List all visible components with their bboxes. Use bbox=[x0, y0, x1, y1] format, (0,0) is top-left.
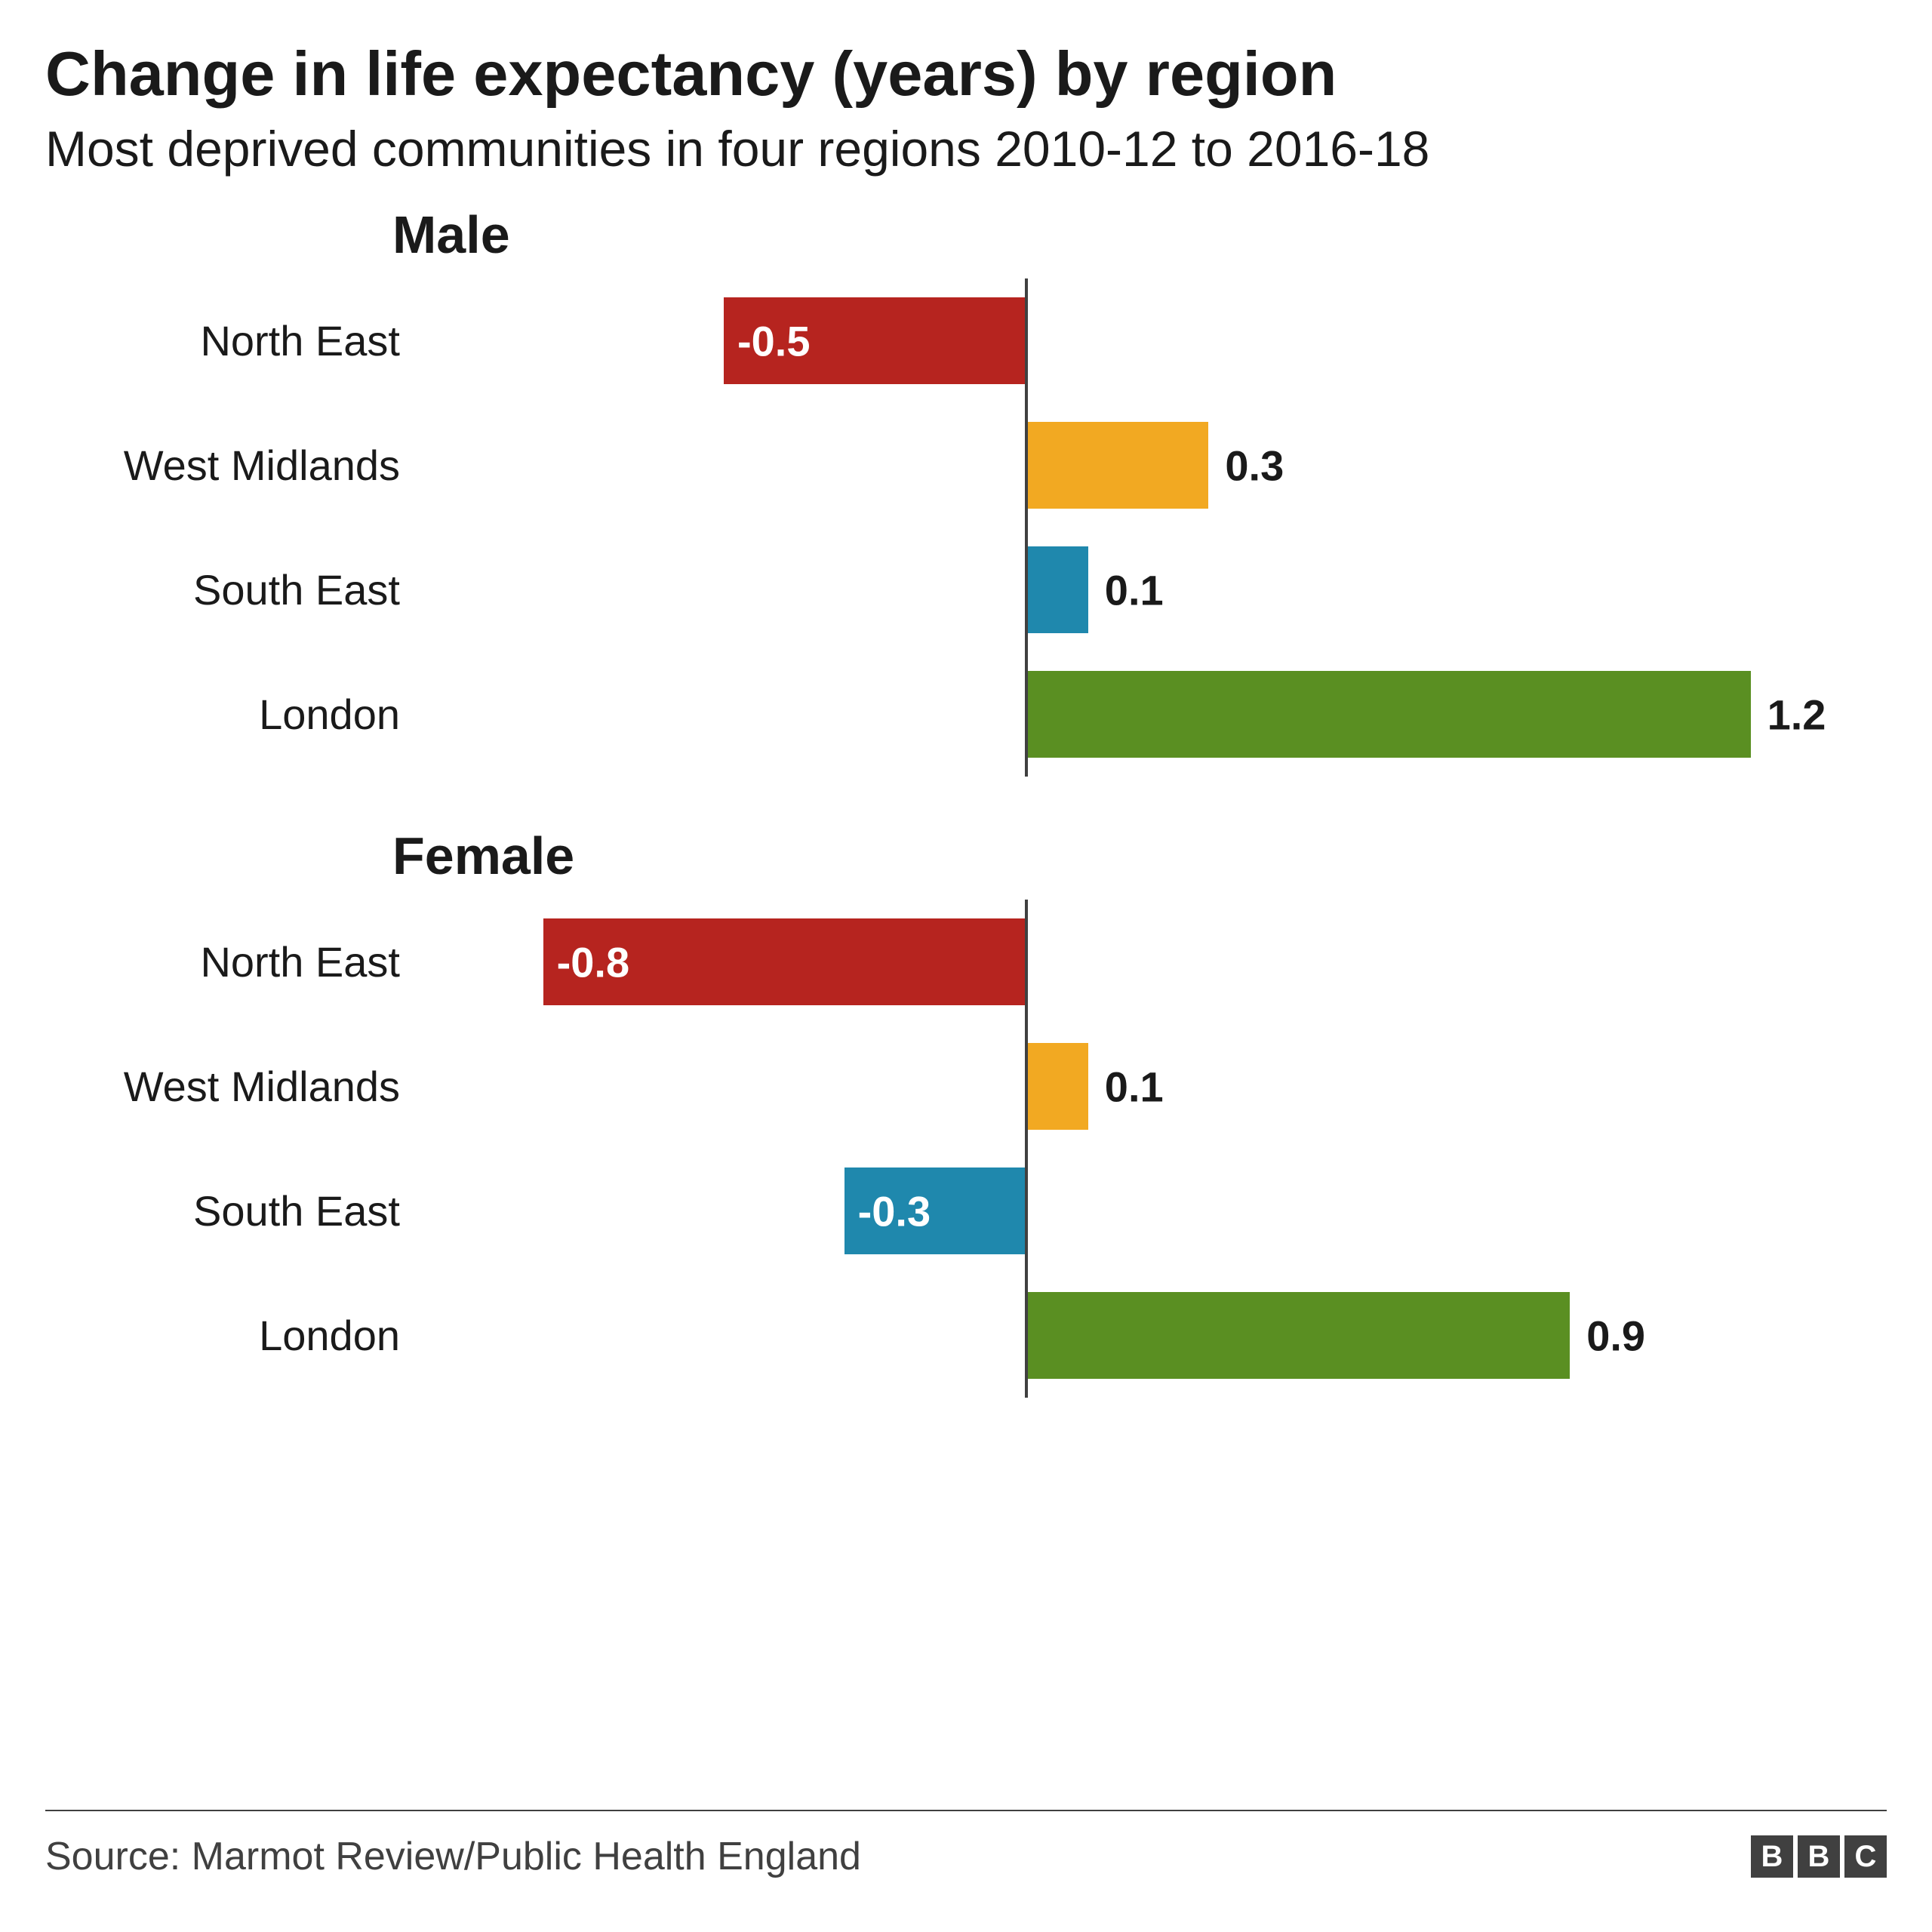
page-subtitle: Most deprived communities in four region… bbox=[45, 117, 1887, 182]
bar-value-label: 1.2 bbox=[1767, 690, 1826, 739]
row-label: South East bbox=[45, 1186, 423, 1235]
bbc-logo-letter: C bbox=[1844, 1835, 1887, 1878]
source-text: Source: Marmot Review/Public Health Engl… bbox=[45, 1834, 861, 1879]
row-label: North East bbox=[45, 316, 423, 365]
row-label: North East bbox=[45, 937, 423, 986]
chart-block: Male North East -0.5 West Midlands 0.3 South … bbox=[45, 205, 1887, 777]
row-label: West Midlands bbox=[45, 1062, 423, 1111]
bbc-logo-letter: B bbox=[1798, 1835, 1840, 1878]
chart-row: South East 0.1 bbox=[45, 528, 1887, 652]
chart-block: Female North East -0.8 West Midlands 0.1 Sout… bbox=[45, 826, 1887, 1398]
bar-area: 1.2 bbox=[423, 671, 1887, 758]
chart-page: Change in life expectancy (years) by reg… bbox=[0, 0, 1932, 1932]
chart-row: London 0.9 bbox=[45, 1273, 1887, 1398]
bar-value-label: 0.9 bbox=[1586, 1311, 1645, 1360]
bar-value-label: 0.1 bbox=[1105, 565, 1164, 614]
chart-row: South East -0.3 bbox=[45, 1149, 1887, 1273]
bar-area: 0.1 bbox=[423, 546, 1887, 633]
chart-row: North East -0.5 bbox=[45, 278, 1887, 403]
bar-value-label: -0.8 bbox=[557, 937, 630, 986]
bbc-logo-letter: B bbox=[1751, 1835, 1793, 1878]
chart-rows: North East -0.5 West Midlands 0.3 South East… bbox=[45, 278, 1887, 777]
row-label: London bbox=[45, 1311, 423, 1360]
chart-row: London 1.2 bbox=[45, 652, 1887, 777]
bar-area: -0.3 bbox=[423, 1168, 1887, 1254]
chart-subtitle: Female bbox=[392, 826, 1887, 886]
charts-container: Male North East -0.5 West Midlands 0.3 South … bbox=[45, 205, 1887, 1802]
bar-value-label: 0.1 bbox=[1105, 1062, 1164, 1111]
bar-area: -0.5 bbox=[423, 297, 1887, 384]
bar bbox=[1028, 1043, 1088, 1130]
bar-area: 0.3 bbox=[423, 422, 1887, 509]
bar-area: 0.1 bbox=[423, 1043, 1887, 1130]
row-label: West Midlands bbox=[45, 441, 423, 490]
bar-area: -0.8 bbox=[423, 918, 1887, 1005]
page-footer: Source: Marmot Review/Public Health Engl… bbox=[45, 1810, 1887, 1902]
row-label: South East bbox=[45, 565, 423, 614]
bar-value-label: 0.3 bbox=[1225, 441, 1284, 490]
chart-row: West Midlands 0.1 bbox=[45, 1024, 1887, 1149]
bar bbox=[1028, 422, 1208, 509]
chart-subtitle: Male bbox=[392, 205, 1887, 265]
page-title: Change in life expectancy (years) by reg… bbox=[45, 38, 1887, 109]
chart-row: West Midlands 0.3 bbox=[45, 403, 1887, 528]
chart-rows: North East -0.8 West Midlands 0.1 South East… bbox=[45, 900, 1887, 1398]
bar bbox=[1028, 546, 1088, 633]
bar bbox=[1028, 671, 1751, 758]
chart-row: North East -0.8 bbox=[45, 900, 1887, 1024]
row-label: London bbox=[45, 690, 423, 739]
bar-value-label: -0.5 bbox=[737, 316, 811, 365]
bar-value-label: -0.3 bbox=[858, 1186, 931, 1235]
bar bbox=[1028, 1292, 1570, 1379]
bar-area: 0.9 bbox=[423, 1292, 1887, 1379]
bbc-logo: BBC bbox=[1751, 1835, 1887, 1878]
